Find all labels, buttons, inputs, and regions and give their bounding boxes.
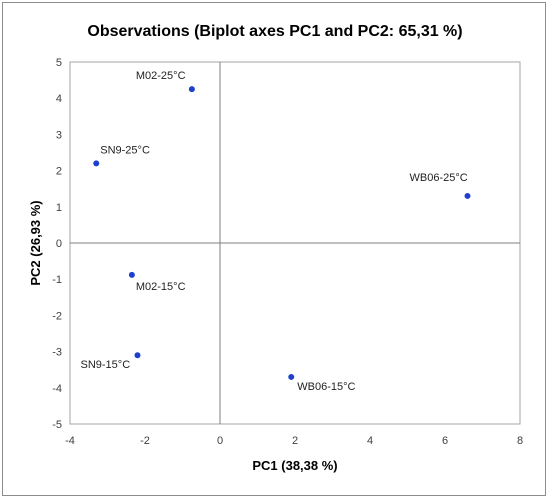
data-point-label: WB06-15°C xyxy=(297,381,355,393)
y-tick-labels: -5 -4 -3 -2 -1 0 1 2 3 4 5 xyxy=(52,57,62,431)
y-tick-label: 1 xyxy=(56,202,62,214)
y-tick-label: -5 xyxy=(52,419,62,431)
data-point xyxy=(128,271,135,278)
data-point xyxy=(464,192,471,199)
y-tick-label: 4 xyxy=(56,93,62,105)
y-tick-label: -1 xyxy=(52,274,62,286)
y-tick-label: 5 xyxy=(56,57,62,69)
data-point-label: SN9-15°C xyxy=(81,359,131,371)
data-point-label: WB06-25°C xyxy=(410,172,468,184)
data-point-label: SN9-25°C xyxy=(100,144,150,156)
y-tick-label: -3 xyxy=(52,347,62,359)
data-point xyxy=(134,352,141,359)
x-tick-label: -2 xyxy=(140,435,150,447)
data-point xyxy=(288,373,295,380)
y-tick-label: 3 xyxy=(56,129,62,141)
data-point-label: M02-15°C xyxy=(136,281,186,293)
x-tick-label: 2 xyxy=(292,435,298,447)
y-tick-label: -4 xyxy=(52,383,62,395)
y-tick-label: 2 xyxy=(56,166,62,178)
x-tick-label: 8 xyxy=(517,435,523,447)
x-tick-labels: -4 -2 0 2 4 6 8 xyxy=(65,435,523,447)
x-axis-title: PC1 (38,38 %) xyxy=(252,458,337,473)
x-tick-label: 6 xyxy=(442,435,448,447)
y-tick-label: 0 xyxy=(56,238,62,250)
data-point xyxy=(93,160,100,167)
data-points: M02-25°C SN9-25°C WB06-25°C M02-15°C SN9-15°… xyxy=(81,70,471,393)
y-tick-label: -2 xyxy=(52,310,62,322)
x-tick-label: 4 xyxy=(367,435,373,447)
x-tick-label: -4 xyxy=(65,435,75,447)
data-point xyxy=(188,86,195,93)
chart-frame xyxy=(2,2,546,496)
x-tick-label: 0 xyxy=(217,435,223,447)
chart-title: Observations (Biplot axes PC1 and PC2: 6… xyxy=(87,23,462,40)
y-axis-title: PC2 (26,93 %) xyxy=(28,200,43,285)
data-point-label: M02-25°C xyxy=(136,70,186,82)
